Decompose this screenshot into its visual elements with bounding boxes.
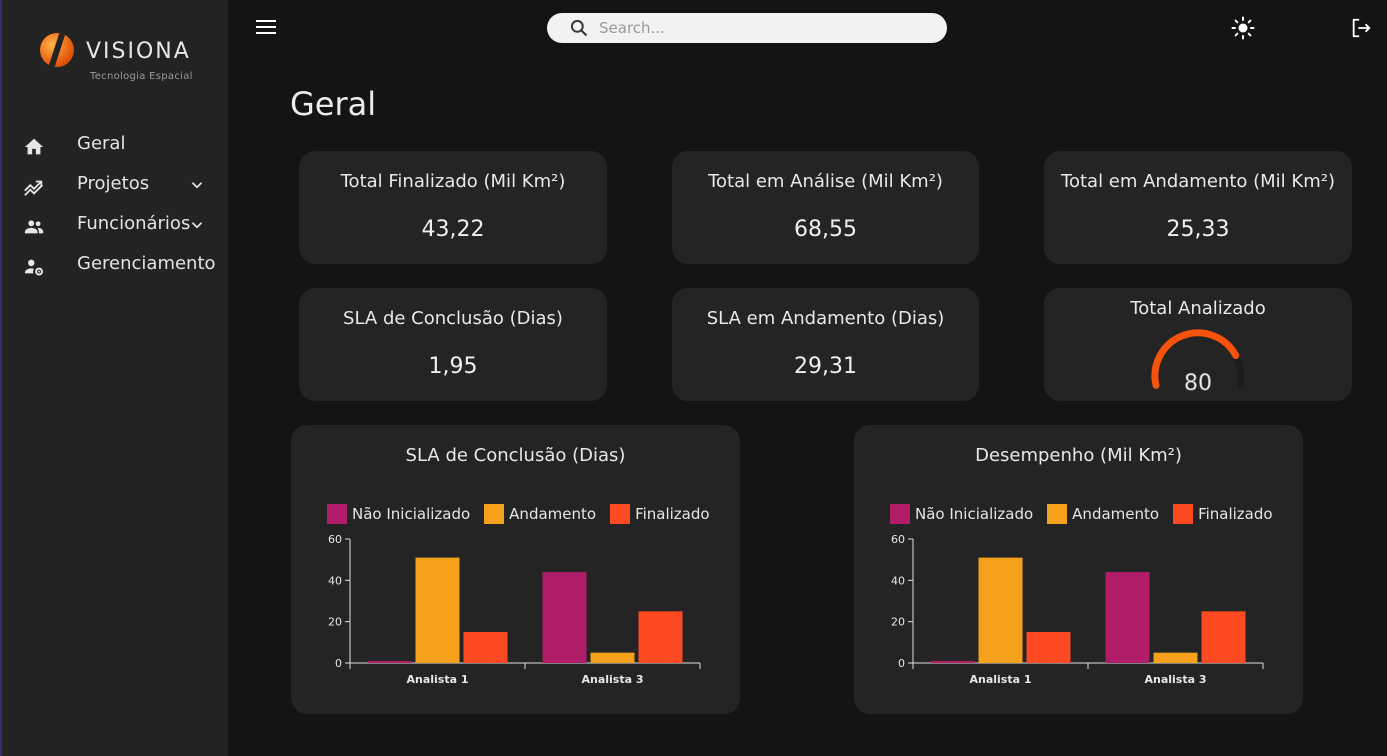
legend-label: Não Inicializado xyxy=(915,505,1034,523)
brand-logo[interactable]: VISIONA Tecnologia Espacial xyxy=(40,33,210,89)
sidebar-item-geral[interactable]: Geral xyxy=(2,127,230,167)
x-tick-label: Analista 3 xyxy=(1144,673,1206,686)
kpi-title: Total em Análise (Mil Km²) xyxy=(708,171,943,192)
kpi-value: 43,22 xyxy=(421,217,485,242)
x-tick-label: Analista 1 xyxy=(406,673,468,686)
bar-andamento xyxy=(590,652,635,663)
y-tick-label: 40 xyxy=(328,574,342,587)
search-input[interactable] xyxy=(599,17,929,39)
chevron-down-icon[interactable] xyxy=(188,216,206,234)
menu-icon[interactable] xyxy=(256,18,276,36)
legend-swatch xyxy=(327,504,347,524)
bar-nao-inicializado xyxy=(542,572,587,663)
bar-chart: 0 20 40 60 Analista 1 Analista 3 xyxy=(328,533,701,686)
sidebar-item-projetos[interactable]: Projetos xyxy=(2,167,230,207)
y-tick-label: 40 xyxy=(891,574,905,587)
kpi-value: 1,95 xyxy=(428,354,478,379)
bar-nao-inicializado xyxy=(367,660,412,663)
chart-legend: Não Inicializado Andamento Finalizado xyxy=(890,504,1287,524)
bar-nao-inicializado xyxy=(930,660,975,663)
bar-andamento xyxy=(415,557,460,663)
kpi-card-sla-conclusao: SLA de Conclusão (Dias) 1,95 xyxy=(299,288,607,401)
home-icon xyxy=(24,138,44,155)
gauge-title: Total Analizado xyxy=(1130,298,1266,319)
sidebar-item-label: Gerenciamento xyxy=(77,253,216,274)
sun-icon[interactable] xyxy=(1231,16,1255,40)
user-settings-icon xyxy=(24,259,43,276)
legend-item-finalizado[interactable]: Finalizado xyxy=(1173,504,1273,524)
sidebar-item-label: Funcionários xyxy=(77,213,191,234)
bar-finalizado xyxy=(463,632,508,663)
search-bar[interactable] xyxy=(547,13,947,43)
chart-legend: Não Inicializado Andamento Finalizado xyxy=(327,504,724,524)
chart-card-sla-conclusao: SLA de Conclusão (Dias) Não Inicializado… xyxy=(291,425,740,714)
brand-subtitle: Tecnologia Espacial xyxy=(90,71,193,82)
sidebar-item-label: Projetos xyxy=(77,173,150,194)
sidebar-item-label: Geral xyxy=(77,133,126,154)
y-tick-label: 60 xyxy=(891,533,905,546)
y-tick-label: 0 xyxy=(898,657,905,670)
legend-label: Finalizado xyxy=(635,505,710,523)
logout-icon[interactable] xyxy=(1350,17,1372,39)
x-tick-label: Analista 1 xyxy=(969,673,1031,686)
sidebar-item-gerenciamento[interactable]: Gerenciamento xyxy=(2,247,230,287)
gauge-card-total-analizado: Total Analizado 80 xyxy=(1044,288,1352,401)
y-tick-label: 0 xyxy=(335,657,342,670)
trending-icon xyxy=(24,180,43,196)
legend-swatch xyxy=(484,504,505,524)
kpi-card-total-analise: Total em Análise (Mil Km²) 68,55 xyxy=(672,151,979,264)
legend-item-andamento[interactable]: Andamento xyxy=(484,504,596,524)
kpi-title: SLA em Andamento (Dias) xyxy=(706,308,945,329)
page-title: Geral xyxy=(290,85,377,123)
sidebar-item-funcionarios[interactable]: Funcionários xyxy=(2,207,230,247)
gauge: 80 xyxy=(1151,329,1245,396)
kpi-title: SLA de Conclusão (Dias) xyxy=(343,308,563,329)
sidebar: VISIONA Tecnologia Espacial Geral Projet… xyxy=(0,0,228,756)
legend-swatch xyxy=(1047,504,1068,524)
legend-label: Andamento xyxy=(509,505,597,523)
bar-finalizado xyxy=(638,611,683,663)
kpi-title: Total em Andamento (Mil Km²) xyxy=(1061,171,1335,192)
legend-item-nao-inicializado[interactable]: Não Inicializado xyxy=(890,504,1033,524)
kpi-card-total-andamento: Total em Andamento (Mil Km²) 25,33 xyxy=(1044,151,1352,264)
legend-item-andamento[interactable]: Andamento xyxy=(1047,504,1159,524)
kpi-value: 68,55 xyxy=(794,217,857,242)
legend-swatch xyxy=(1173,504,1194,524)
brand-name: VISIONA xyxy=(86,39,191,64)
x-tick-label: Analista 3 xyxy=(581,673,643,686)
legend-item-nao-inicializado[interactable]: Não Inicializado xyxy=(327,504,470,524)
legend-label: Finalizado xyxy=(1198,505,1273,523)
y-tick-label: 20 xyxy=(328,616,342,629)
chart-title: Desempenho (Mil Km²) xyxy=(975,445,1182,466)
search-icon xyxy=(570,19,588,37)
bar-chart: 0 20 40 60 Analista 1 Analista 3 xyxy=(891,533,1264,686)
kpi-value: 29,31 xyxy=(794,354,857,379)
kpi-card-total-finalizado: Total Finalizado (Mil Km²) 43,22 xyxy=(299,151,607,264)
kpi-card-sla-andamento: SLA em Andamento (Dias) 29,31 xyxy=(672,288,979,401)
bar-andamento xyxy=(1153,652,1198,663)
y-tick-label: 20 xyxy=(891,616,905,629)
bar-andamento xyxy=(978,557,1023,663)
legend-swatch xyxy=(610,504,631,524)
gauge-value: 80 xyxy=(1184,371,1212,396)
chart-title: SLA de Conclusão (Dias) xyxy=(405,445,626,466)
kpi-title: Total Finalizado (Mil Km²) xyxy=(340,171,566,192)
gauge-fill xyxy=(1151,329,1240,389)
legend-label: Andamento xyxy=(1072,505,1160,523)
legend-label: Não Inicializado xyxy=(352,505,471,523)
kpi-value: 25,33 xyxy=(1166,217,1230,242)
bar-nao-inicializado xyxy=(1105,572,1150,663)
legend-swatch xyxy=(890,504,910,524)
y-tick-label: 60 xyxy=(328,533,342,546)
chart-card-desempenho: Desempenho (Mil Km²) Não Inicializado An… xyxy=(854,425,1303,714)
sidebar-nav: Geral Projetos Funcionários Gerenciament… xyxy=(2,127,230,287)
chevron-down-icon[interactable] xyxy=(188,176,206,194)
visiona-logo-icon xyxy=(40,33,74,67)
bar-finalizado xyxy=(1201,611,1246,663)
people-icon xyxy=(24,220,44,234)
bar-finalizado xyxy=(1026,632,1071,663)
legend-item-finalizado[interactable]: Finalizado xyxy=(610,504,710,524)
